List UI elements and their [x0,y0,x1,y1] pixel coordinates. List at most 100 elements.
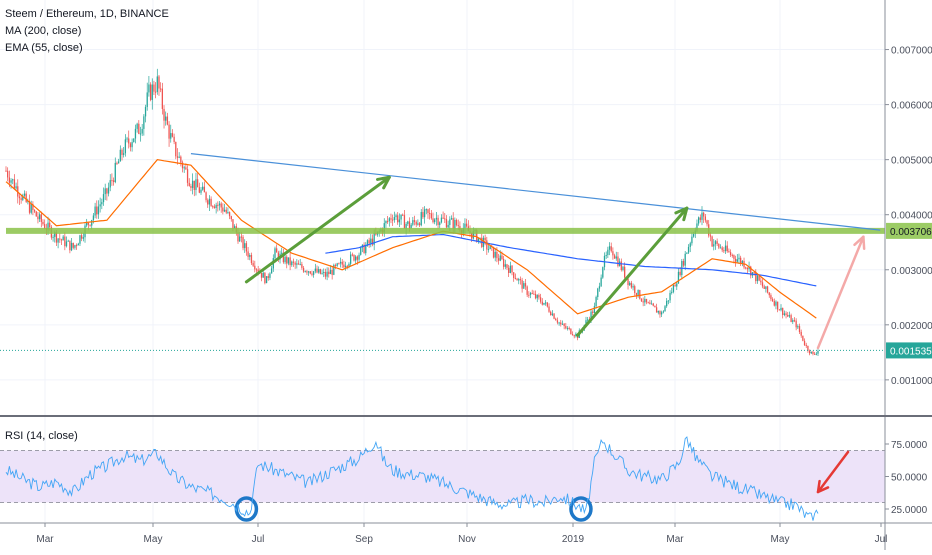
candles-layer[interactable] [5,68,819,357]
candle-body [128,138,130,144]
candle-body [724,245,727,252]
candle-body [676,283,678,287]
candle-body [756,275,759,282]
candle-body [213,206,216,208]
candle-body [339,261,342,264]
green-arrow-2 [576,206,689,337]
candle-body [600,277,602,287]
candle-body [418,223,421,226]
candle-body [671,291,673,293]
rsi-line [5,436,819,521]
annotations-layer[interactable] [0,153,885,522]
candle-body [126,138,128,140]
candle-body [309,271,311,274]
candle-body [65,241,68,247]
candle-body [186,169,189,183]
candle-body [89,224,91,226]
candle-body [449,219,451,225]
candle-body [561,323,564,325]
candle-body [792,320,794,322]
candle-body [94,206,96,216]
candle-body [92,215,95,221]
candle-body [323,271,325,273]
candle-body [74,245,76,248]
candle-body [346,265,348,267]
candle-body [296,263,298,265]
candle-body [787,314,789,317]
candle-body [484,237,486,241]
candle-body [677,271,680,284]
candle-body [385,221,387,224]
candle-body [355,256,357,261]
candle-body [247,251,249,257]
candle-body [570,328,572,335]
candle-body [738,257,740,260]
candle-body [249,255,251,257]
candle-body [494,251,496,258]
candle-body [222,207,224,212]
red-arrow-head [816,479,830,494]
candle-body [627,278,629,286]
candle-body [790,315,792,322]
candle-body [64,236,66,247]
candle-body [793,320,796,322]
candle-body [674,285,676,287]
candle-body [740,257,742,264]
green-arrow-2-shaft [576,206,689,337]
candle-body [328,271,330,275]
price-tick-label: 0.005000 [891,156,932,167]
candle-body [775,301,777,306]
candle-body [371,238,374,245]
candle-body [420,212,422,226]
candle-body [91,220,93,226]
candle-body [77,243,79,246]
candle-body [783,313,786,315]
candle-body [716,241,718,244]
candle-body [548,306,550,312]
candle-body [812,351,814,354]
candle-body [40,214,42,222]
candle-body [761,282,764,287]
candle-body [230,216,232,220]
candle-body [709,235,712,237]
candle-body [422,212,424,218]
candle-body [373,233,375,245]
candle-body [659,311,661,315]
candle-body [571,334,574,336]
candle-body [313,271,315,275]
candle-body [565,326,567,329]
candle-body [423,209,426,218]
candle-body [375,233,377,235]
candle-body [654,305,656,308]
candle-body [602,267,604,278]
candle-body [148,84,150,93]
candle-body [344,265,347,268]
candle-body [447,224,449,228]
last-price-label: 0.001535 [890,346,932,357]
candle-body [721,247,723,251]
candle-body [713,244,715,247]
candle-body [151,84,153,100]
candle-body [333,264,335,275]
candle-body [37,216,39,220]
candle-body [728,251,730,253]
candle-body [336,263,338,266]
candle-body [566,327,569,329]
candle-body [487,249,490,251]
rsi-tick-label: 50.0000 [891,473,928,484]
candle-body [597,288,599,298]
candle-body [545,302,547,304]
candle-body [620,261,622,270]
candle-body [203,186,206,193]
candle-body [86,222,88,226]
candle-body [529,292,532,295]
candle-body [175,141,177,157]
candle-body [662,311,664,313]
candle-body [696,223,698,231]
price-tick-label: 0.003000 [891,266,932,277]
candle-body [366,240,369,246]
time-tick-label: May [771,534,790,545]
last-price-label-bg [886,342,932,359]
candle-body [252,263,254,266]
candle-body [207,200,209,205]
